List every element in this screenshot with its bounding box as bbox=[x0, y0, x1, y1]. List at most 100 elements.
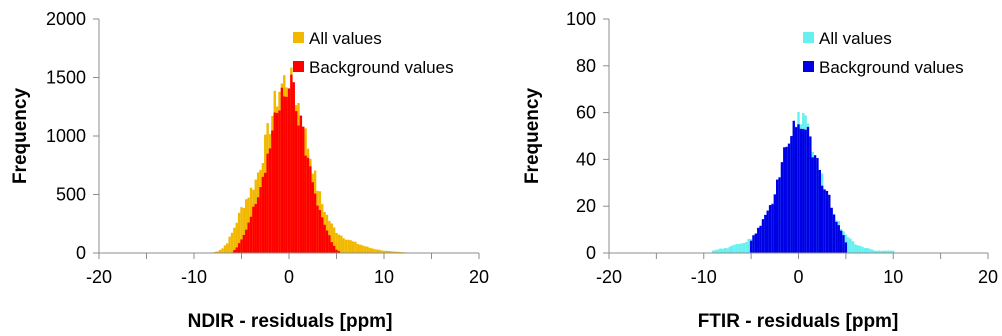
histogram-bar bbox=[240, 239, 243, 253]
histogram-bar bbox=[773, 194, 776, 253]
y-tick-label: 0 bbox=[76, 243, 86, 263]
histogram-bar bbox=[375, 249, 379, 253]
histogram-bar bbox=[252, 206, 255, 253]
histogram-bar bbox=[385, 250, 388, 253]
x-tick-label: -10 bbox=[691, 267, 717, 287]
histogram-bar bbox=[854, 244, 857, 253]
histogram-bar bbox=[809, 136, 812, 253]
histogram-bar bbox=[342, 238, 345, 253]
legend-label-background-values: Background values bbox=[819, 58, 964, 77]
x-axis-title: NDIR - residuals [ppm] bbox=[188, 311, 393, 332]
histogram-bar bbox=[719, 248, 722, 253]
histogram-bar bbox=[771, 204, 774, 253]
histogram-bar bbox=[287, 88, 291, 253]
histogram-bar bbox=[868, 248, 871, 253]
histogram-bar bbox=[233, 250, 236, 253]
histogram-bar bbox=[330, 242, 333, 253]
histogram-bar bbox=[247, 222, 250, 253]
histogram-bar bbox=[285, 96, 288, 253]
axes: -20 -10 0 10 20 0 20 40 60 80 100 bbox=[566, 9, 998, 287]
histogram-bar bbox=[328, 235, 331, 253]
histogram-bar bbox=[844, 242, 848, 253]
histogram-bar bbox=[752, 235, 755, 253]
histogram-bar bbox=[242, 234, 246, 253]
histogram-bar bbox=[373, 249, 376, 253]
histogram-bar bbox=[321, 217, 324, 253]
histogram-bar bbox=[235, 222, 238, 253]
histogram-bar bbox=[302, 126, 305, 253]
histogram-bar bbox=[745, 242, 748, 253]
histogram-bar bbox=[337, 251, 341, 253]
histogram-bar bbox=[837, 225, 840, 253]
y-axis-title: Frequency bbox=[10, 88, 31, 185]
histogram-bar bbox=[787, 143, 791, 253]
legend-label-all-values: All values bbox=[819, 29, 892, 48]
histogram-bar bbox=[759, 225, 762, 253]
histogram-bar bbox=[723, 247, 727, 253]
histogram-bar bbox=[813, 155, 817, 253]
histogram-bar bbox=[847, 237, 850, 253]
histogram-bar bbox=[776, 179, 779, 253]
x-tick-label: 10 bbox=[374, 267, 394, 287]
histogram-bar bbox=[278, 110, 281, 253]
histogram-bar bbox=[728, 246, 731, 253]
legend: All values Background values bbox=[803, 29, 964, 77]
histogram-bar bbox=[818, 169, 821, 253]
histogram-bar bbox=[382, 250, 386, 253]
histogram-bar bbox=[335, 249, 338, 253]
histogram-bar bbox=[389, 251, 393, 253]
histogram-bars bbox=[712, 112, 895, 254]
histogram-bar bbox=[235, 247, 238, 253]
histogram-bar bbox=[804, 129, 807, 253]
histogram-bar bbox=[740, 243, 743, 253]
histogram-bar bbox=[825, 190, 829, 253]
histogram-bar bbox=[294, 111, 298, 254]
histogram-bar bbox=[370, 248, 374, 253]
histogram-bar bbox=[721, 248, 724, 253]
histogram-panel-ndir: -20 -10 0 10 20 0 500 1000 1500 2000 NDIR - resid… bbox=[10, 9, 489, 332]
histogram-bar bbox=[877, 250, 881, 253]
histogram-bar bbox=[797, 124, 800, 253]
legend-swatch-background-values bbox=[293, 61, 304, 72]
histogram-bar bbox=[892, 250, 895, 253]
histogram-bar bbox=[792, 120, 795, 254]
histogram-bar bbox=[757, 227, 760, 253]
y-tick-label: 100 bbox=[566, 9, 596, 29]
histogram-bar bbox=[330, 223, 333, 253]
histogram-bar bbox=[221, 248, 224, 253]
histogram-bar bbox=[218, 249, 222, 253]
histogram-bar bbox=[880, 250, 883, 253]
histogram-bar bbox=[712, 250, 715, 253]
histogram-bar bbox=[306, 157, 310, 253]
histogram-bar bbox=[275, 112, 279, 254]
legend-label-background-values: Background values bbox=[309, 58, 454, 77]
histogram-bar bbox=[237, 212, 241, 253]
y-tick-label: 60 bbox=[576, 103, 596, 123]
histogram-bar bbox=[259, 187, 262, 253]
histogram-bar bbox=[738, 243, 741, 253]
histogram-bar bbox=[884, 250, 888, 253]
histogram-bar bbox=[378, 249, 381, 253]
histogram-bar bbox=[254, 203, 257, 253]
y-tick-label: 20 bbox=[576, 196, 596, 216]
histogram-bar bbox=[823, 189, 826, 253]
histogram-bar bbox=[356, 243, 360, 253]
histogram-bar bbox=[730, 245, 734, 253]
histogram-bar bbox=[828, 194, 831, 253]
histogram-bar bbox=[742, 243, 746, 253]
histogram-bar bbox=[323, 224, 326, 253]
y-tick-label: 80 bbox=[576, 56, 596, 76]
histogram-bar bbox=[761, 219, 765, 253]
x-tick-label: -20 bbox=[86, 267, 112, 287]
legend-swatch-all-values bbox=[803, 32, 814, 43]
histogram-bar bbox=[280, 87, 284, 254]
x-tick-label: -10 bbox=[181, 267, 207, 287]
x-tick-label: 20 bbox=[469, 267, 489, 287]
histogram-bar bbox=[261, 176, 265, 253]
histogram-panel-ftir: -20 -10 0 10 20 0 20 40 60 80 100 FTIR - residuals… bbox=[522, 9, 998, 332]
histogram-bar bbox=[271, 130, 274, 253]
histogram-bar bbox=[233, 227, 236, 253]
x-axis-title: FTIR - residuals [ppm] bbox=[698, 311, 899, 332]
histogram-bar bbox=[237, 243, 241, 253]
histogram-bar bbox=[368, 247, 371, 253]
